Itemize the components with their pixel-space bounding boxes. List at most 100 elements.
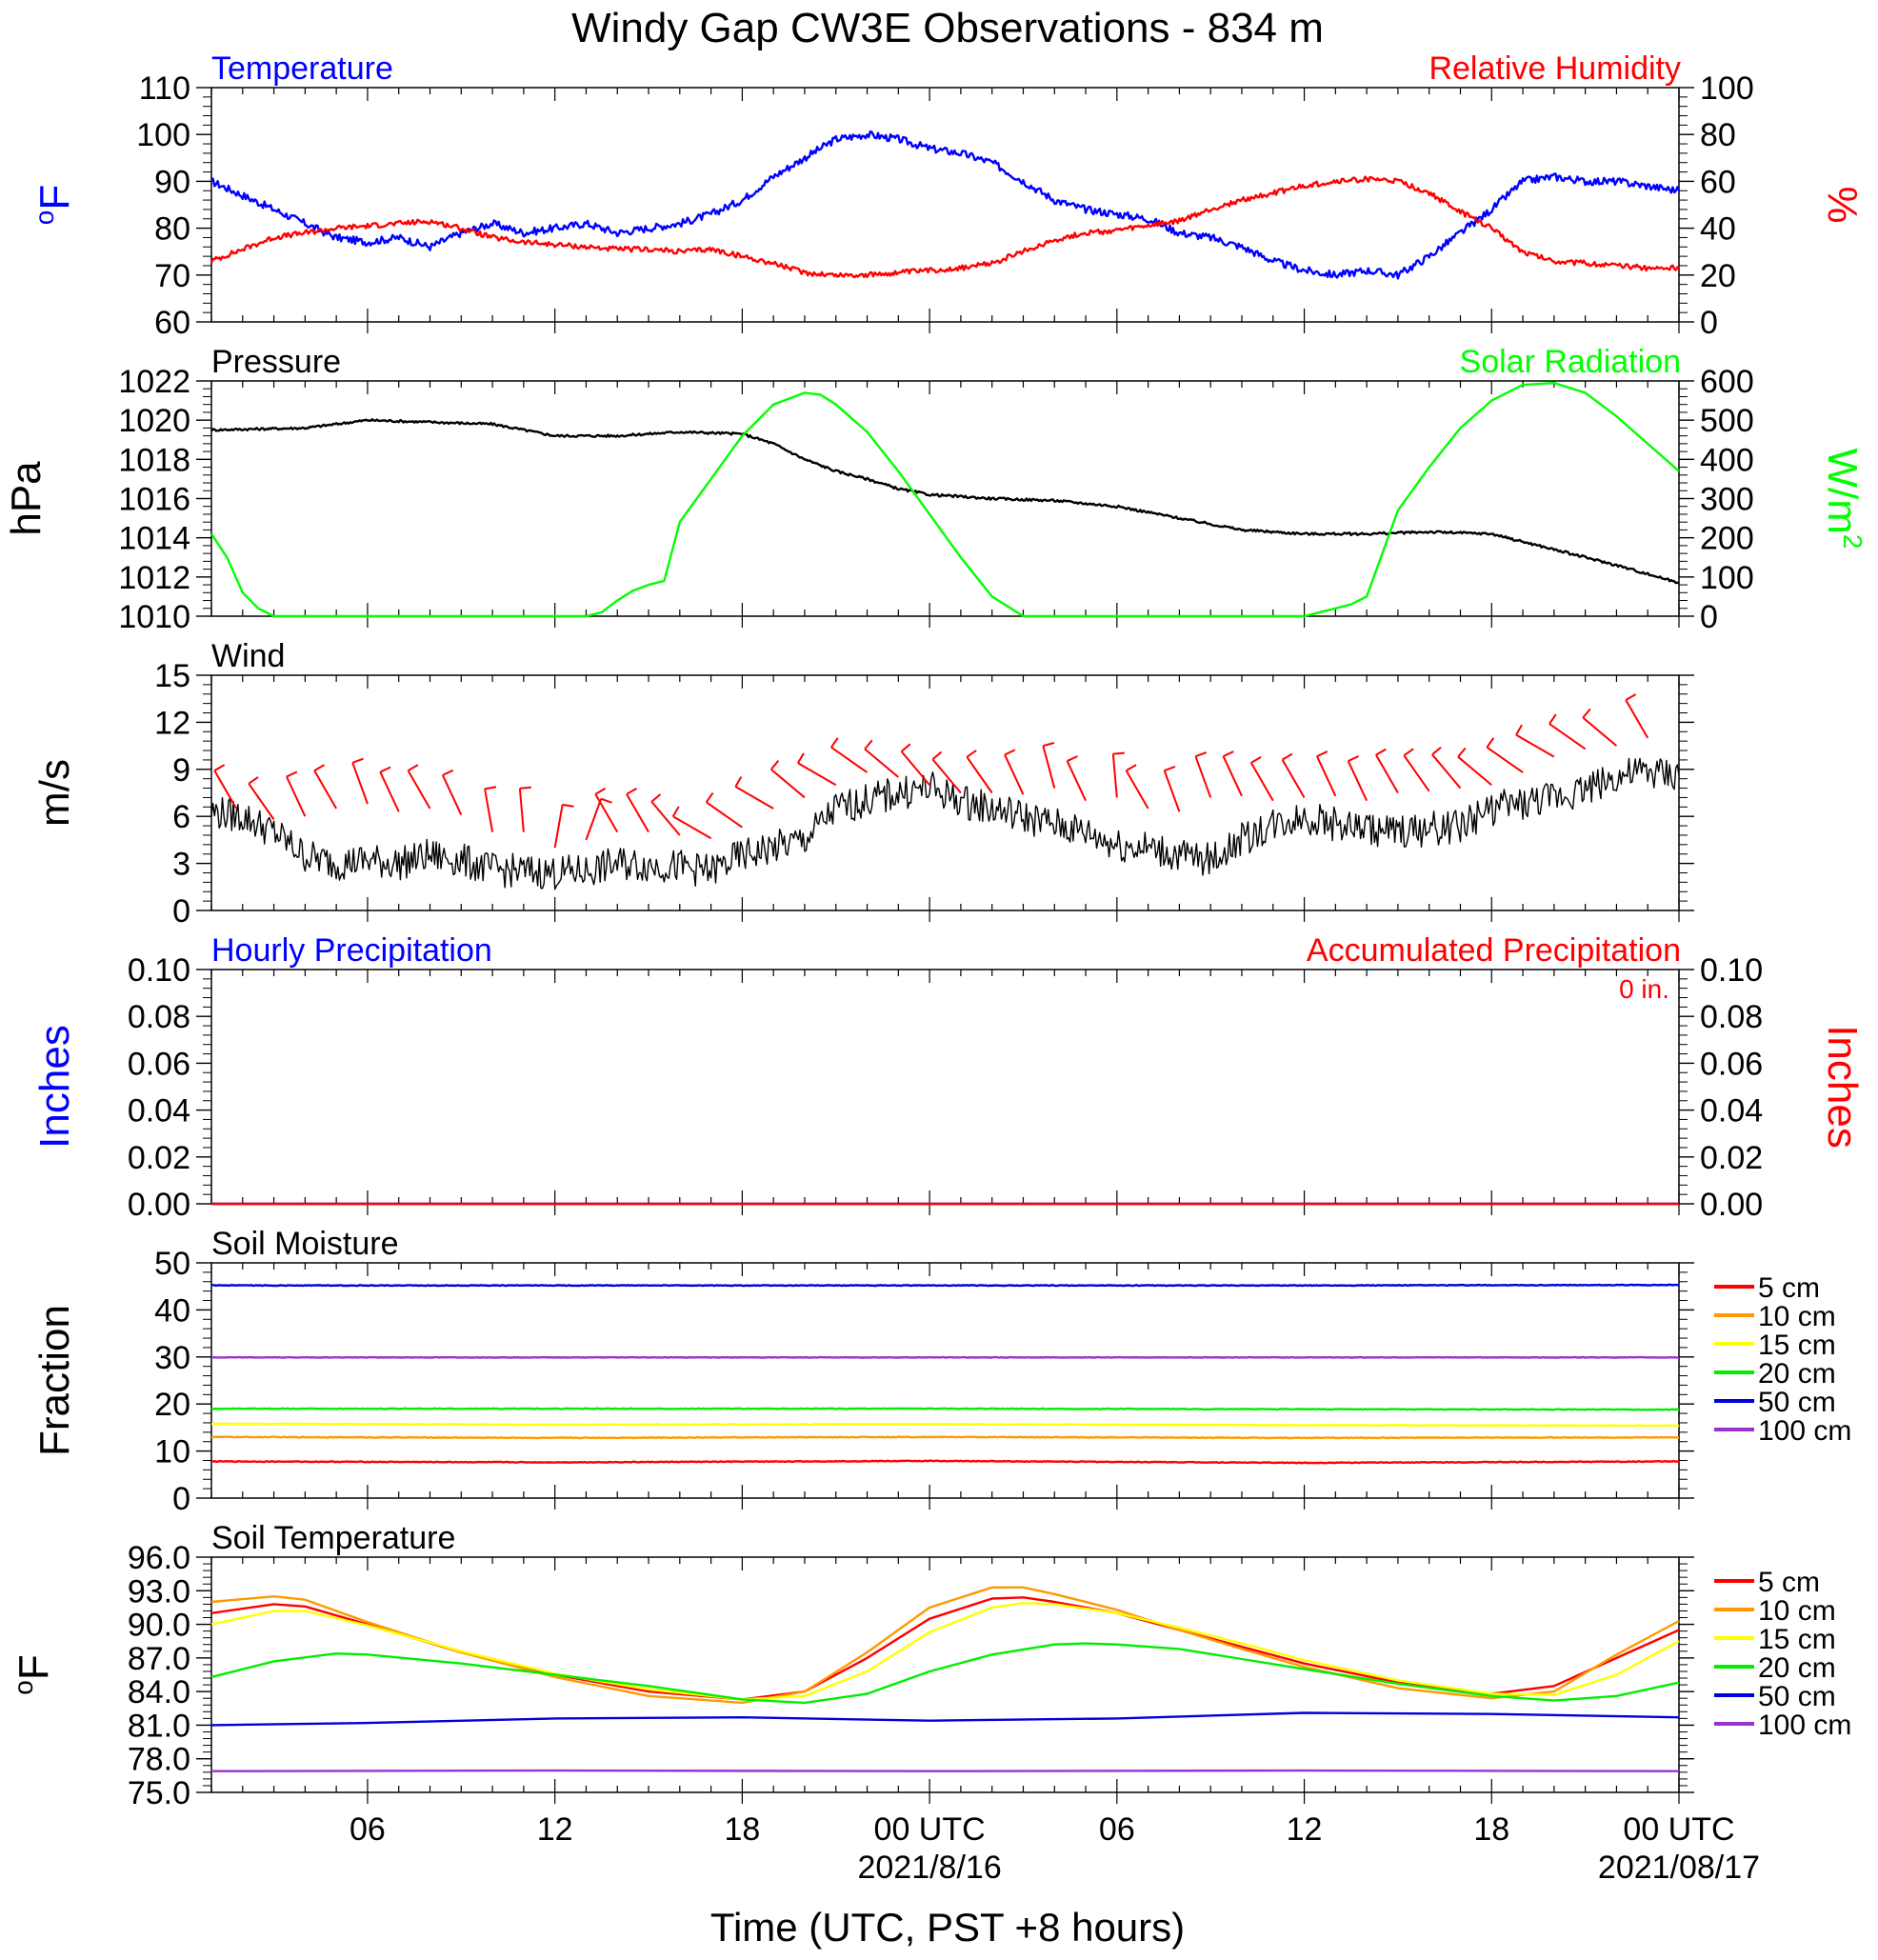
soil_moisture-series-20-cm bbox=[211, 1409, 1679, 1410]
wind-barb bbox=[485, 789, 492, 831]
soil_temperature-series-5-cm bbox=[211, 1597, 1679, 1699]
wind-barb bbox=[1113, 754, 1117, 798]
wind-barb-flag bbox=[595, 789, 605, 794]
soil_moisture-legend-label: 10 cm bbox=[1758, 1301, 1836, 1332]
unit-base: W/m bbox=[1819, 449, 1866, 534]
wind-left-tick-label: 0 bbox=[172, 893, 190, 930]
wind-barb bbox=[287, 777, 305, 817]
degree-superscript: o bbox=[9, 1680, 38, 1695]
soil_temperature-left-title: Soil Temperature bbox=[211, 1520, 455, 1556]
wind-barb bbox=[1458, 757, 1491, 786]
wind-barb bbox=[1165, 770, 1180, 811]
wind-barb bbox=[1583, 718, 1616, 747]
pressure_solar-series-pressure bbox=[211, 419, 1679, 583]
soil_temperature-left-tick-label: 75.0 bbox=[128, 1775, 190, 1811]
temperature_humidity-right-tick-label: 60 bbox=[1700, 164, 1736, 200]
x-tick-label: 00 UTC bbox=[1623, 1811, 1734, 1848]
precipitation-left-axis-label: Inches bbox=[31, 1025, 78, 1149]
temperature_humidity-left-tick-label: 60 bbox=[154, 305, 190, 341]
wind-barb-flag bbox=[249, 777, 258, 784]
wind-barb-flag bbox=[707, 793, 713, 803]
wind-barb-flag bbox=[1195, 752, 1206, 756]
x-tick-date-label: 2021/08/17 bbox=[1598, 1850, 1760, 1886]
temperature_humidity-right-title: Relative Humidity bbox=[1428, 50, 1681, 87]
precipitation-right-tick-label: 0.06 bbox=[1700, 1046, 1763, 1082]
wind-barb-flag bbox=[1404, 749, 1413, 755]
pressure_solar-right-tick-label: 500 bbox=[1700, 403, 1754, 439]
soil_moisture-legend-label: 20 cm bbox=[1758, 1358, 1836, 1390]
soil_moisture-legend-label: 100 cm bbox=[1758, 1415, 1851, 1447]
wind-barb-flag bbox=[1005, 750, 1015, 754]
wind-barb bbox=[1376, 755, 1398, 793]
wind-barb bbox=[520, 789, 524, 832]
wind-barb-flag bbox=[651, 794, 660, 802]
temperature_humidity-right-tick-label: 0 bbox=[1700, 305, 1718, 341]
x-tick-label: 18 bbox=[724, 1811, 760, 1848]
wind-barb bbox=[1349, 761, 1367, 801]
pressure_solar-right-tick-label: 400 bbox=[1700, 442, 1754, 478]
wind-barb bbox=[735, 787, 773, 809]
x-tick-label: 06 bbox=[350, 1811, 386, 1848]
precipitation-left-tick-label: 0.08 bbox=[128, 999, 190, 1035]
x-tick-label: 06 bbox=[1099, 1811, 1135, 1848]
wind-barb bbox=[1549, 724, 1586, 749]
wind-plot-frame bbox=[211, 675, 1679, 910]
wind-barb bbox=[249, 784, 273, 820]
soil_temperature-plot-frame bbox=[211, 1557, 1679, 1792]
wind-barb-flag bbox=[627, 789, 636, 794]
wind-barb bbox=[1317, 756, 1335, 796]
soil_temperature-legend-label: 5 cm bbox=[1758, 1567, 1820, 1598]
wind-barb-flag bbox=[380, 767, 390, 771]
x-tick-label: 12 bbox=[537, 1811, 573, 1848]
wind-barb-flag bbox=[1432, 748, 1441, 755]
precipitation-right-tick-label: 0.08 bbox=[1700, 999, 1763, 1035]
wind-barb-flag bbox=[352, 759, 363, 763]
wind-barb bbox=[1224, 756, 1242, 796]
degree-unit: F bbox=[10, 1654, 57, 1680]
soil_moisture-left-tick-label: 50 bbox=[154, 1246, 190, 1282]
wind-series-wind bbox=[211, 758, 1679, 889]
pressure_solar-left-tick-label: 1014 bbox=[118, 521, 190, 557]
precipitation-right-tick-label: 0.00 bbox=[1700, 1187, 1763, 1223]
pressure_solar-plot-frame bbox=[211, 381, 1679, 616]
pressure_solar-left-tick-label: 1010 bbox=[118, 599, 190, 635]
temperature_humidity-plot-frame bbox=[211, 88, 1679, 322]
wind-barb-flag bbox=[563, 805, 574, 807]
precipitation-plot-frame bbox=[211, 970, 1679, 1204]
wind-barb-flag bbox=[1626, 694, 1635, 700]
soil_temperature-left-tick-label: 93.0 bbox=[128, 1573, 190, 1610]
wind-barb bbox=[1251, 763, 1273, 801]
wind-barb-flag bbox=[1458, 749, 1466, 757]
temperature_humidity-left-tick-label: 100 bbox=[136, 117, 190, 153]
wind-barb bbox=[865, 749, 898, 777]
wind-barb bbox=[831, 748, 868, 772]
wind-barb bbox=[1283, 760, 1305, 798]
temperature_humidity-right-tick-label: 40 bbox=[1700, 211, 1736, 248]
soil_temperature-left-tick-label: 96.0 bbox=[128, 1540, 190, 1576]
unit-exponent: 2 bbox=[1838, 534, 1868, 550]
precipitation-right-tick-label: 0.02 bbox=[1700, 1140, 1763, 1176]
temperature_humidity-right-tick-label: 100 bbox=[1700, 70, 1754, 107]
temperature_humidity-left-tick-label: 70 bbox=[154, 258, 190, 294]
wind-barb bbox=[707, 802, 743, 827]
temperature_humidity-left-tick-label: 80 bbox=[154, 211, 190, 248]
soil_moisture-left-tick-label: 30 bbox=[154, 1340, 190, 1376]
wind-left-tick-label: 12 bbox=[154, 705, 190, 741]
soil_moisture-left-tick-label: 20 bbox=[154, 1387, 190, 1423]
precipitation-right-tick-label: 0.10 bbox=[1700, 952, 1763, 989]
soil_moisture-left-tick-label: 0 bbox=[172, 1481, 190, 1517]
temperature_humidity-left-title: Temperature bbox=[211, 50, 393, 87]
soil_temperature-left-tick-label: 78.0 bbox=[128, 1742, 190, 1778]
soil_temperature-left-tick-label: 81.0 bbox=[128, 1708, 190, 1744]
x-axis-label: Time (UTC, PST +8 hours) bbox=[710, 1905, 1185, 1950]
wind-barb-flag bbox=[1549, 714, 1556, 724]
temperature_humidity-left-tick-label: 110 bbox=[139, 70, 190, 107]
wind-barb bbox=[1516, 735, 1554, 757]
wind-barb-flag bbox=[1043, 743, 1054, 746]
soil_temperature-legend-label: 50 cm bbox=[1758, 1681, 1836, 1712]
soil_temperature-series-50-cm bbox=[211, 1713, 1679, 1726]
pressure_solar-right-tick-label: 300 bbox=[1700, 482, 1754, 518]
wind-left-tick-label: 6 bbox=[172, 799, 190, 835]
soil_moisture-series-50-cm bbox=[211, 1285, 1679, 1286]
